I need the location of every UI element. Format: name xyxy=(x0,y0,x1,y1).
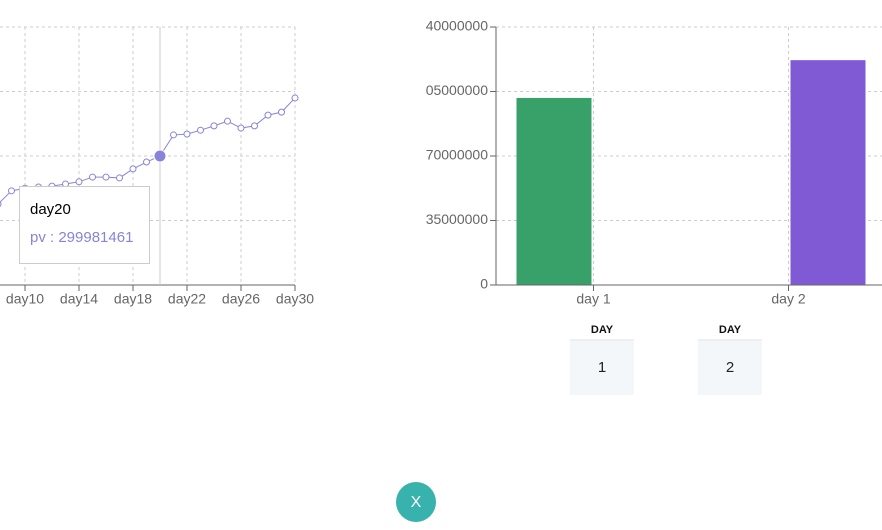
y-tick-label: 70000000 xyxy=(426,147,489,163)
point xyxy=(183,130,191,138)
point xyxy=(197,126,204,134)
bar xyxy=(790,60,866,285)
x-tick-label: day 2 xyxy=(771,291,805,307)
point xyxy=(224,117,231,125)
point xyxy=(8,187,15,195)
point xyxy=(116,174,123,182)
point xyxy=(251,122,258,130)
point xyxy=(210,122,218,130)
bar-chart: 0 35000000 70000000 05000000 40000000 day 1 da… xyxy=(426,18,882,307)
x-tick-label: day10 xyxy=(6,291,44,307)
y-tick-label: 05000000 xyxy=(426,82,489,98)
x-tick-label: day30 xyxy=(276,291,314,307)
tooltip-value: pv : 299981461 xyxy=(30,229,133,246)
point xyxy=(170,131,177,139)
line-chart: day10 day14 day18 day22 day26 day30 day20 pv : … xyxy=(0,26,314,307)
active-point xyxy=(153,149,167,163)
x-tick-label: day22 xyxy=(168,291,206,307)
point xyxy=(102,173,110,181)
point xyxy=(264,111,272,119)
close-button[interactable]: X xyxy=(396,482,436,522)
point xyxy=(291,94,299,102)
point xyxy=(143,158,150,166)
x-tick-label: day26 xyxy=(222,291,260,307)
table-cell xyxy=(570,339,634,395)
x-tick-label: day 1 xyxy=(576,291,610,307)
point xyxy=(75,178,83,186)
point xyxy=(0,201,2,208)
table-cell xyxy=(698,339,762,395)
y-tick-label: 0 xyxy=(480,276,488,292)
table-cell-text: 1 xyxy=(598,359,606,376)
y-tick-label: 35000000 xyxy=(426,211,489,227)
x-tick-label: day18 xyxy=(114,291,152,307)
point xyxy=(89,173,96,181)
table-cell-text: 2 xyxy=(726,359,734,376)
x-tick-label: day14 xyxy=(60,291,98,307)
y-tick-label: 40000000 xyxy=(426,18,489,34)
tooltip-box xyxy=(19,186,150,264)
point xyxy=(129,165,137,173)
bar xyxy=(516,97,592,285)
point xyxy=(278,108,285,116)
table-header: DAY xyxy=(719,324,742,336)
table-header: DAY xyxy=(591,324,614,336)
point xyxy=(237,124,245,132)
button-label[interactable]: X xyxy=(411,494,422,511)
tooltip-title: day20 xyxy=(30,201,71,218)
button-bg[interactable] xyxy=(396,482,436,522)
